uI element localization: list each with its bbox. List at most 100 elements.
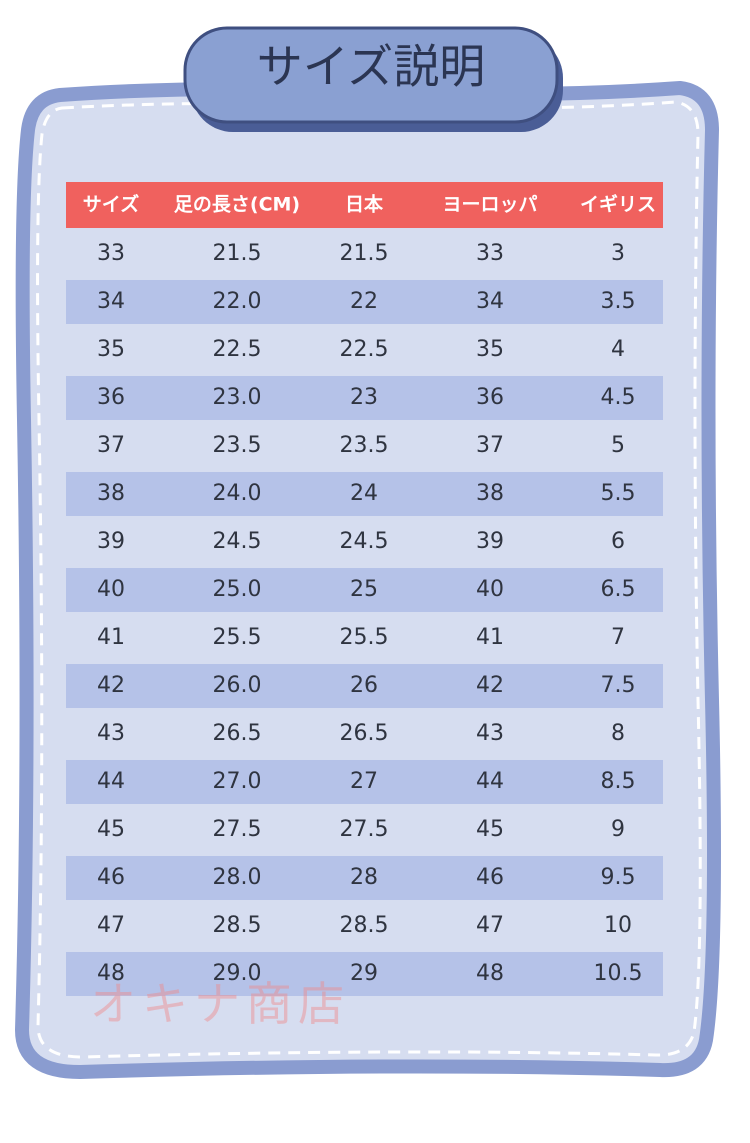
table-cell: 47 [97,913,125,938]
table-cell: 33 [97,241,125,266]
table-cell: 5 [611,433,625,458]
table-cell: 45 [97,817,125,842]
table-cell: 48 [97,961,125,986]
table-cell: 7 [611,625,625,650]
table-cell: 36 [476,385,504,410]
header-cell: サイズ [83,193,139,216]
table-cell: 44 [97,769,125,794]
table-cell: 24.0 [213,481,262,506]
table-cell: 42 [97,673,125,698]
table-cell: 4.5 [601,385,636,410]
table-cell: 22 [350,289,378,314]
table-cell: 29 [350,961,378,986]
row-band [66,664,663,708]
table-cell: 40 [97,577,125,602]
table-cell: 35 [476,337,504,362]
table-cell: 45 [476,817,504,842]
table-cell: 41 [97,625,125,650]
row-band [66,856,663,900]
table-cell: 46 [97,865,125,890]
row-band [66,952,663,996]
table-cell: 27.5 [213,817,262,842]
table-cell: 21.5 [340,241,389,266]
watermark: オキナ商店 [90,977,350,1031]
row-band [66,376,663,420]
table-cell: 25.5 [213,625,262,650]
table-cell: 22.5 [213,337,262,362]
table-cell: 24.5 [340,529,389,554]
title: サイズ説明 [257,40,486,94]
table-cell: 26.5 [213,721,262,746]
table-cell: 35 [97,337,125,362]
table-cell: 3.5 [601,289,636,314]
table-cell: 24 [350,481,378,506]
table-cell: 26.0 [213,673,262,698]
table-cell: 5.5 [601,481,636,506]
table-cell: 44 [476,769,504,794]
table-cell: 27.5 [340,817,389,842]
row-band [66,472,663,516]
table-cell: 48 [476,961,504,986]
row-band [66,760,663,804]
table-cell: 28.0 [213,865,262,890]
table-cell: 22.5 [340,337,389,362]
table-cell: 28.5 [213,913,262,938]
table-cell: 6 [611,529,625,554]
table-cell: 10 [604,913,632,938]
table-cell: 10.5 [594,961,643,986]
table-cell: 9.5 [601,865,636,890]
table-cell: 38 [476,481,504,506]
header-row [66,182,663,228]
table-cell: 37 [476,433,504,458]
table-cell: 6.5 [601,577,636,602]
table-cell: 7.5 [601,673,636,698]
table-cell: 25 [350,577,378,602]
table-cell: 26.5 [340,721,389,746]
table-cell: 39 [476,529,504,554]
header-cell: ヨーロッパ [442,194,537,216]
table-cell: 23.5 [340,433,389,458]
table-cell: 38 [97,481,125,506]
table-cell: 42 [476,673,504,698]
row-band [66,568,663,612]
header-cell: イギリス [580,194,656,216]
table-cell: 25.0 [213,577,262,602]
table-cell: 23.0 [213,385,262,410]
stitch-line [36,100,702,1059]
table-cell: 29.0 [213,961,262,986]
table-cell: 26 [350,673,378,698]
table-cell: 37 [97,433,125,458]
table-cell: 25.5 [340,625,389,650]
table-cell: 3 [611,241,625,266]
row-band [66,280,663,324]
table-cell: 4 [611,337,625,362]
table-cell: 40 [476,577,504,602]
table-cell: 47 [476,913,504,938]
table-cell: 23.5 [213,433,262,458]
table-cell: 41 [476,625,504,650]
table-cell: 33 [476,241,504,266]
table-cell: 8 [611,721,625,746]
table-cell: 43 [97,721,125,746]
table-cell: 34 [476,289,504,314]
table-cell: 27.0 [213,769,262,794]
table-cell: 21.5 [213,241,262,266]
header-cell: 日本 [345,193,384,216]
title-pill [183,26,559,124]
table-cell: 24.5 [213,529,262,554]
table-cell: 28.5 [340,913,389,938]
table-cell: 36 [97,385,125,410]
table-cell: 39 [97,529,125,554]
table-cell: 23 [350,385,378,410]
table-cell: 43 [476,721,504,746]
table-cell: 8.5 [601,769,636,794]
table-cell: 27 [350,769,378,794]
table-cell: 28 [350,865,378,890]
table-cell: 9 [611,817,625,842]
table-cell: 22.0 [213,289,262,314]
table-cell: 46 [476,865,504,890]
table-cell: 34 [97,289,125,314]
